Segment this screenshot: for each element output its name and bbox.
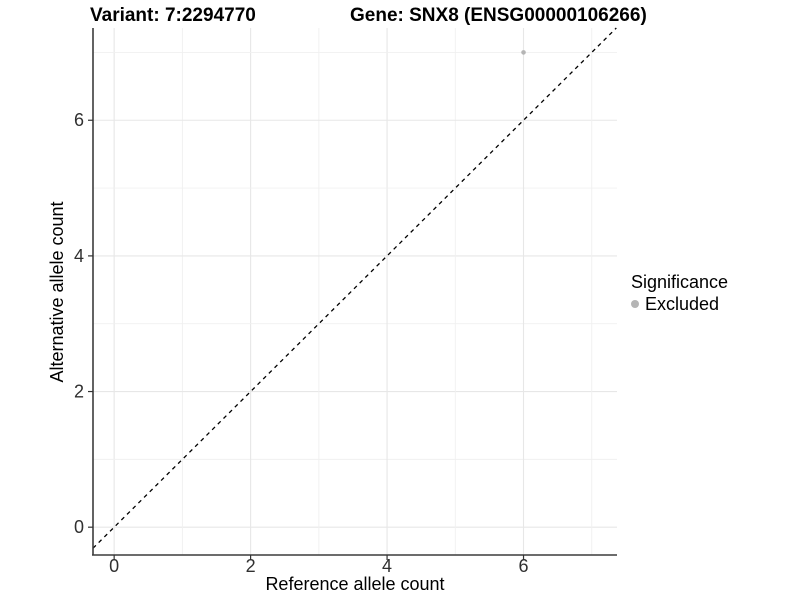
x-axis-title: Reference allele count (265, 574, 444, 594)
x-tick-label: 4 (382, 556, 392, 576)
y-tick-label: 6 (74, 110, 84, 130)
x-tick-label: 0 (109, 556, 119, 576)
x-tick-label: 6 (519, 556, 529, 576)
y-tick-label: 4 (74, 246, 84, 266)
legend: Significance Excluded (631, 271, 728, 315)
grid-layer (93, 28, 617, 555)
legend-point-icon (631, 300, 639, 308)
legend-item-excluded: Excluded (631, 293, 728, 315)
legend-item-label: Excluded (645, 294, 720, 314)
tick-layer: 0 2 4 6 0 2 4 6 (74, 110, 529, 576)
plot-title-variant: Variant: 7:2294770 (90, 5, 256, 26)
y-tick-label: 2 (74, 382, 84, 402)
x-tick-label: 2 (246, 556, 256, 576)
y-tick-label: 0 (74, 517, 84, 537)
legend-title: Significance (631, 272, 729, 292)
data-point (521, 50, 526, 55)
identity-line (92, 27, 617, 549)
plot-title-gene: Gene: SNX8 (ENSG00000106266) (350, 5, 647, 26)
data-point-layer (521, 50, 526, 55)
y-axis-title: Alternative allele count (47, 201, 67, 382)
